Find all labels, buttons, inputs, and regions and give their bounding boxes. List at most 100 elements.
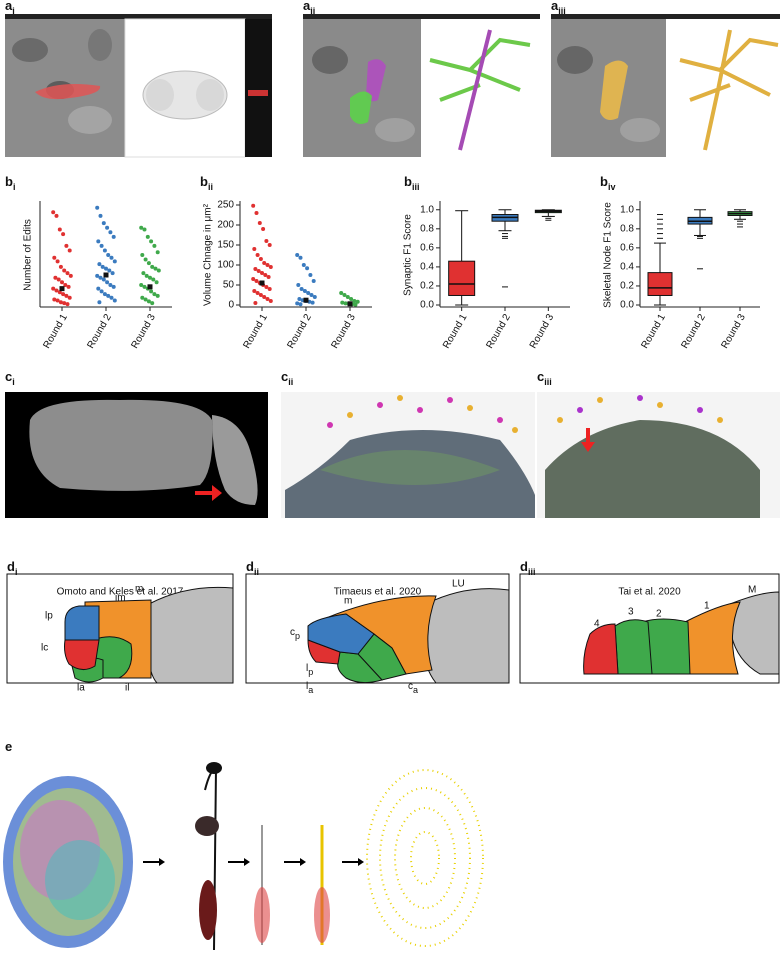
region-label: la [306, 681, 313, 696]
point [143, 257, 148, 262]
panel-label-base: e [5, 739, 12, 754]
region-label-base: c [408, 681, 413, 692]
y-tick-label: 0.2 [420, 281, 434, 292]
point [150, 264, 155, 269]
panel-label-sub: i [12, 6, 15, 16]
panel-label-sub: ii [208, 182, 213, 192]
y-tick-label: 200 [217, 220, 234, 231]
point [254, 279, 259, 283]
point [98, 213, 103, 218]
box [647, 272, 673, 296]
y-tick-label: 0.6 [420, 242, 434, 253]
mean-marker [147, 284, 153, 290]
point [54, 213, 59, 218]
point [63, 283, 68, 287]
x-tick-label: Round 1 [441, 312, 470, 351]
region [423, 588, 510, 684]
point [102, 248, 107, 253]
panel-label: e [5, 739, 12, 754]
region [641, 618, 691, 675]
y-tick-label: 1.0 [420, 204, 434, 215]
y-tick-label: 1.0 [620, 204, 634, 215]
point [266, 275, 271, 279]
point [265, 263, 270, 267]
region-label-sub: p [308, 667, 313, 677]
point [108, 283, 113, 287]
point [60, 280, 64, 285]
point [342, 293, 347, 297]
y-tick-label: 0.8 [420, 223, 434, 234]
mean-marker [303, 297, 309, 303]
panel-label-sub: i [15, 567, 18, 577]
screenshot-a-i [5, 14, 272, 158]
point [352, 299, 357, 303]
region-label-base: l [306, 663, 308, 674]
panel-label-sub: iii [412, 182, 420, 192]
panel-label-base: b [200, 174, 208, 189]
box [448, 260, 476, 296]
region [583, 623, 619, 675]
point [112, 259, 117, 264]
point [302, 289, 307, 293]
region-label-sub: p [295, 631, 300, 641]
point [101, 221, 106, 226]
point [95, 205, 100, 210]
panel-label-base: b [404, 174, 412, 189]
point [139, 283, 144, 287]
region-label: cp [290, 627, 300, 642]
point [267, 287, 272, 291]
point [263, 273, 268, 277]
point [251, 203, 256, 208]
point [301, 263, 306, 267]
point [295, 253, 300, 257]
x-tick-label: Round 2 [484, 312, 513, 351]
point [105, 225, 110, 230]
y-axis-label: Skeletal Node F1 Score [603, 202, 614, 308]
region [64, 605, 100, 641]
region-label: LU [452, 579, 465, 590]
point [106, 253, 111, 257]
x-tick-label: Round 3 [719, 312, 748, 351]
point [140, 295, 145, 300]
point [349, 297, 354, 301]
mean-marker [259, 280, 265, 286]
region-label-sub: a [413, 685, 418, 695]
y-tick-label: 150 [217, 240, 234, 251]
x-tick-label: Round 2 [285, 312, 314, 351]
point [66, 284, 71, 289]
region-label: 4 [594, 619, 600, 630]
point [108, 230, 113, 235]
panel-label: aii [303, 0, 315, 16]
point [65, 302, 70, 307]
y-tick-label: 0.0 [420, 300, 434, 311]
region [307, 613, 375, 655]
point [61, 292, 66, 297]
y-tick-label: 0.2 [620, 281, 634, 292]
region-label: 2 [656, 609, 662, 620]
point [295, 301, 300, 306]
point [96, 286, 101, 291]
point [107, 268, 112, 273]
point [99, 243, 104, 248]
point [264, 285, 269, 289]
region-label: ca [408, 681, 418, 696]
point [105, 280, 110, 285]
point [65, 271, 70, 276]
x-tick-label: Round 3 [329, 312, 358, 351]
point [258, 257, 263, 261]
point [144, 273, 149, 278]
y-axis-label: Volume Chnage in μm² [203, 203, 214, 306]
region [337, 651, 383, 684]
panel-label: ci [5, 369, 15, 387]
y-tick-label: 0.8 [620, 223, 634, 234]
region-label-sub: a [308, 685, 313, 695]
panel-label: bi [5, 174, 15, 192]
point [252, 289, 257, 293]
point [148, 275, 152, 280]
y-tick-label: 50 [223, 280, 235, 291]
panel-label: ciii [537, 369, 552, 387]
point [310, 300, 315, 305]
panel-label: biv [600, 174, 615, 192]
